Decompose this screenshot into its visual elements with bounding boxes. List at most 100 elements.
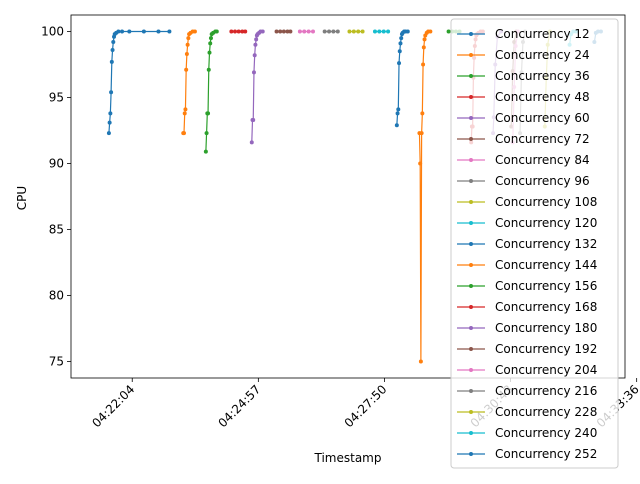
series-6 xyxy=(274,29,293,34)
series-point xyxy=(335,29,340,34)
series-line xyxy=(108,30,170,134)
series-point xyxy=(208,41,213,46)
series-point xyxy=(297,29,302,34)
series-5 xyxy=(249,29,265,145)
legend-swatch-marker xyxy=(469,200,473,204)
plot-frame xyxy=(70,14,626,379)
series-point xyxy=(405,29,410,34)
series-1 xyxy=(106,29,172,136)
legend-item: Concurrency 252 xyxy=(457,447,597,461)
series-point xyxy=(351,29,356,34)
legend-item: Concurrency 144 xyxy=(457,258,597,272)
series-point xyxy=(356,29,361,34)
legend-swatch-marker xyxy=(469,179,473,183)
series-point xyxy=(116,29,121,34)
series-point xyxy=(420,111,425,116)
series-point xyxy=(208,36,213,41)
legend-swatch-marker xyxy=(469,326,473,330)
x-tick-label: 04:24:57 xyxy=(215,382,263,430)
legend-label: Concurrency 144 xyxy=(495,258,597,272)
series-point xyxy=(107,120,112,125)
series-point xyxy=(184,67,189,72)
x-tick-label: 04:22:04 xyxy=(89,382,137,430)
series-7 xyxy=(297,29,316,34)
series-line xyxy=(418,30,431,363)
y-tick-label: 90 xyxy=(49,157,64,171)
series-8 xyxy=(322,29,340,34)
legend-swatch-marker xyxy=(469,368,473,372)
series-point xyxy=(327,29,332,34)
series-point xyxy=(254,37,259,42)
legend-label: Concurrency 84 xyxy=(495,153,590,167)
series-point xyxy=(181,131,186,136)
legend-item: Concurrency 204 xyxy=(457,363,597,377)
legend-label: Concurrency 12 xyxy=(495,27,590,41)
legend-item: Concurrency 36 xyxy=(457,69,590,83)
series-2 xyxy=(181,29,197,136)
series-point xyxy=(167,29,172,34)
series-point xyxy=(311,29,316,34)
legend-box xyxy=(450,18,619,469)
series-point xyxy=(111,40,116,45)
legend-label: Concurrency 204 xyxy=(495,363,597,377)
series-point xyxy=(377,29,382,34)
series-point xyxy=(397,49,402,54)
series-point xyxy=(421,62,426,67)
series-point xyxy=(418,359,423,364)
series-point xyxy=(127,29,132,34)
legend-swatch-marker xyxy=(469,221,473,225)
series-point xyxy=(204,131,209,136)
series-point xyxy=(243,29,248,34)
series-point xyxy=(322,29,327,34)
legend-label: Concurrency 72 xyxy=(495,132,590,146)
y-tick-label: 75 xyxy=(49,355,64,369)
series-9 xyxy=(347,29,365,34)
legend-item: Concurrency 216 xyxy=(457,384,597,398)
legend-item: Concurrency 72 xyxy=(457,132,590,146)
legend-swatch-marker xyxy=(469,305,473,309)
series-point xyxy=(186,36,191,41)
series-point xyxy=(372,29,377,34)
legend-label: Concurrency 192 xyxy=(495,342,597,356)
legend-swatch-marker xyxy=(469,116,473,120)
legend-label: Concurrency 216 xyxy=(495,384,597,398)
y-tick-label: 100 xyxy=(41,25,64,39)
series-point xyxy=(398,41,403,46)
legend-item: Concurrency 120 xyxy=(457,216,597,230)
legend-swatch-marker xyxy=(469,452,473,456)
series-point xyxy=(109,59,114,64)
x-axis-label: Timestamp xyxy=(314,451,382,465)
series-point xyxy=(141,29,146,34)
series-point xyxy=(251,70,256,75)
legend-swatch-marker xyxy=(469,284,473,288)
series-point xyxy=(428,29,433,34)
y-tick-label: 95 xyxy=(49,91,64,105)
series-point xyxy=(240,29,245,34)
series-point xyxy=(252,53,257,58)
x-tick-label: 04:27:50 xyxy=(342,382,390,430)
series-point xyxy=(274,29,279,34)
y-tick-label: 85 xyxy=(49,223,64,237)
legend-item: Concurrency 132 xyxy=(457,237,597,251)
series-12 xyxy=(417,29,433,364)
series-point xyxy=(302,29,307,34)
legend-item: Concurrency 192 xyxy=(457,342,597,356)
series-point xyxy=(120,29,125,34)
series-11 xyxy=(394,29,410,128)
series-point xyxy=(386,29,391,34)
series-point xyxy=(360,29,365,34)
series-line xyxy=(183,30,195,134)
series-point xyxy=(214,29,219,34)
legend-label: Concurrency 252 xyxy=(495,447,597,461)
legend-item: Concurrency 228 xyxy=(457,405,597,419)
legend-label: Concurrency 120 xyxy=(495,216,597,230)
legend-label: Concurrency 180 xyxy=(495,321,597,335)
legend-swatch-marker xyxy=(469,32,473,36)
legend-item: Concurrency 84 xyxy=(457,153,590,167)
series-point xyxy=(288,29,293,34)
legend-swatch-marker xyxy=(469,53,473,57)
series-3 xyxy=(203,29,219,154)
legend: Concurrency 12 Concurrency 24 Concurrency … xyxy=(450,18,619,469)
series-point xyxy=(285,29,290,34)
